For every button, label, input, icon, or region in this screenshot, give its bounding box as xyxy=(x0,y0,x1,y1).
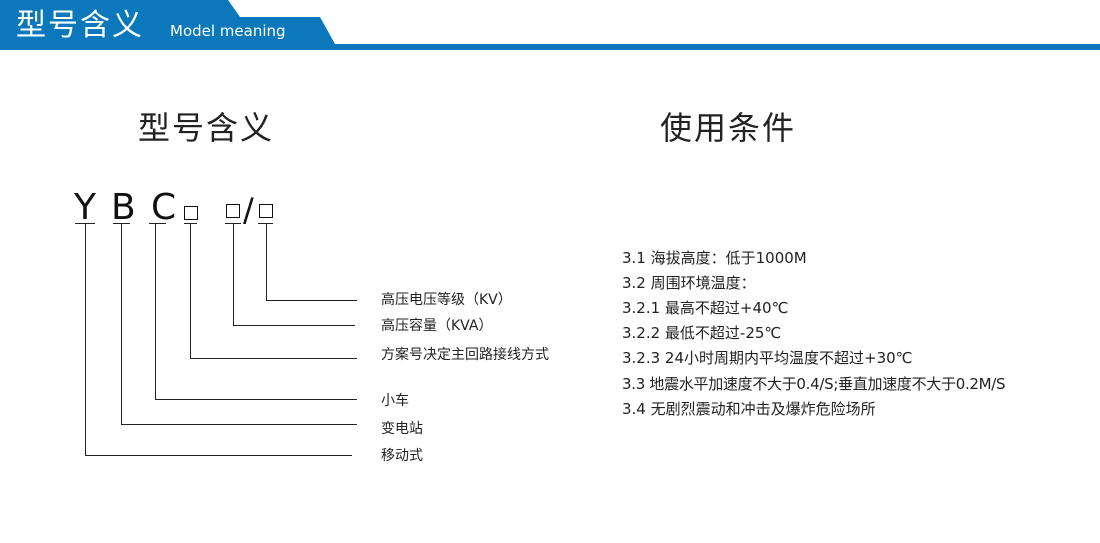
model-section-title: 型号含义 xyxy=(138,109,275,147)
label-substation: 变电站 xyxy=(381,421,423,437)
condition-item: 3.1 海拔高度：低于1000M xyxy=(622,249,807,267)
condition-item: 3.2 周围环境温度： xyxy=(622,274,756,292)
condition-item: 3.2.2 最低不超过-25℃ xyxy=(622,324,782,342)
code-box-capacity xyxy=(226,204,240,218)
code-letter-b: B xyxy=(111,187,136,228)
conditions-section-title: 使用条件 xyxy=(660,109,797,147)
label-voltage-level: 高压电压等级（KV） xyxy=(381,292,512,308)
code-letter-c: C xyxy=(151,187,177,228)
label-scheme: 方案号决定主回路接线方式 xyxy=(381,347,549,363)
label-trolley: 小车 xyxy=(381,393,409,409)
header-title: 型号含义 xyxy=(16,8,144,43)
code-box-voltage xyxy=(259,204,273,218)
label-capacity: 高压容量（KVA） xyxy=(381,318,493,334)
code-box-scheme xyxy=(184,206,198,220)
header-banner xyxy=(0,0,1100,50)
label-mobile: 移动式 xyxy=(381,448,423,464)
code-slash: / xyxy=(243,191,254,229)
condition-item: 3.2.3 24小时周期内平均温度不超过+30℃ xyxy=(622,349,913,367)
code-letter-y: Y xyxy=(74,187,96,228)
condition-item: 3.4 无剧烈震动和冲击及爆炸危险场所 xyxy=(622,400,876,418)
model-diagram-lines xyxy=(75,223,357,456)
condition-item: 3.3 地震水平加速度不大于0.4/S;垂直加速度不大于0.2M/S xyxy=(622,375,1006,393)
header-subtitle: Model meaning xyxy=(170,22,286,40)
condition-item: 3.2.1 最高不超过+40℃ xyxy=(622,299,789,317)
